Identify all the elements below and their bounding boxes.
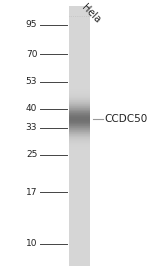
- Text: 33: 33: [26, 123, 37, 132]
- Text: CCDC50: CCDC50: [104, 114, 147, 124]
- Text: 40: 40: [26, 104, 37, 113]
- Text: 17: 17: [26, 188, 37, 197]
- Text: 10: 10: [26, 239, 37, 248]
- Text: 25: 25: [26, 150, 37, 159]
- Text: 70: 70: [26, 50, 37, 59]
- Text: Hela: Hela: [80, 2, 103, 25]
- Text: 95: 95: [26, 20, 37, 29]
- Text: 53: 53: [26, 77, 37, 86]
